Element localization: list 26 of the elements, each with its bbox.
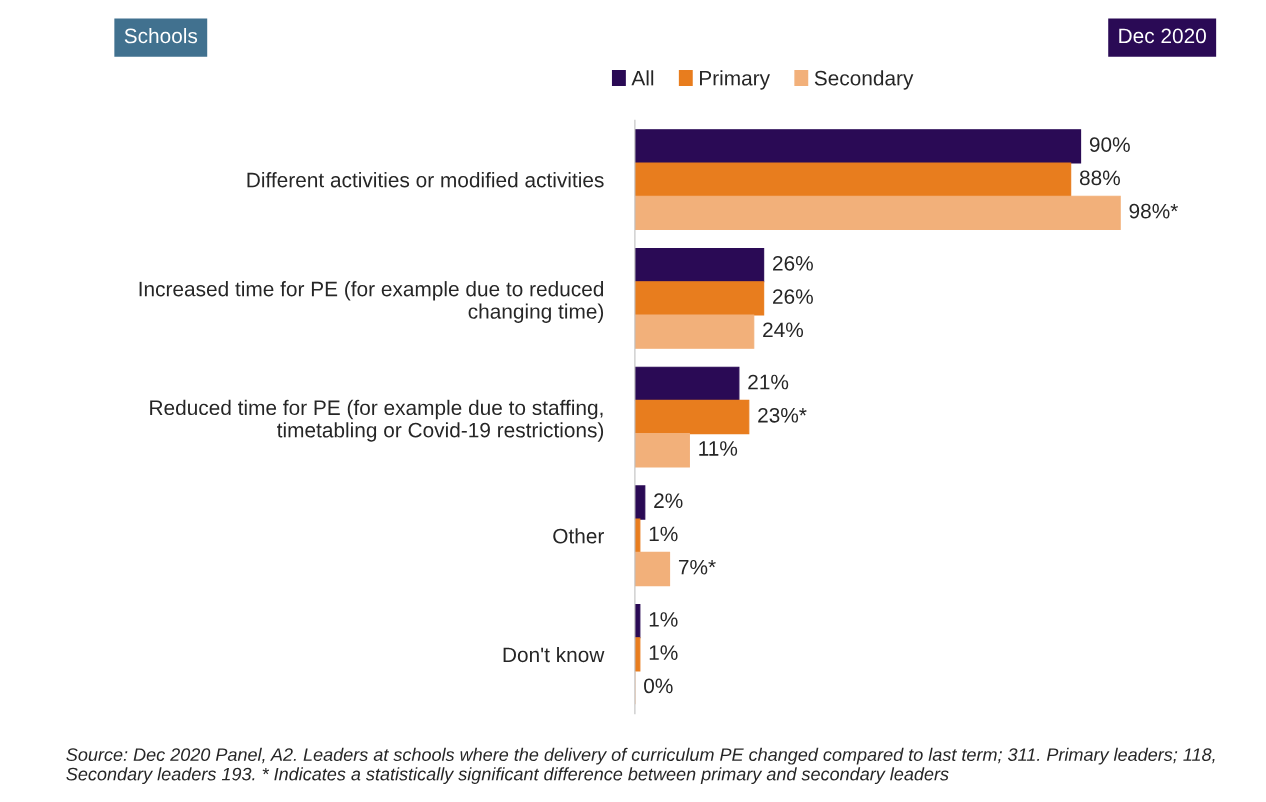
data-label: 7%*: [678, 559, 716, 575]
y-tick-label: Increased time for PE (for example due to reduced changing time): [139, 281, 604, 323]
y-tick-label: Don't know: [503, 646, 605, 663]
legend-label: Secondary: [814, 70, 914, 90]
legend-label: Primary: [700, 70, 771, 90]
data-label: 1%: [649, 645, 678, 660]
data-label: 23%*: [758, 407, 807, 423]
data-label: 24%: [763, 322, 804, 338]
data-label: 2%: [654, 493, 683, 509]
data-label: 88%: [1079, 170, 1120, 186]
data-label: 1%: [649, 526, 678, 542]
y-tick-label: Reduced time for PE (for example due to staffing, timetabling or Covid-19 restrictions): [150, 399, 604, 442]
legend-label: All: [631, 70, 654, 86]
data-label: 11%: [699, 441, 738, 456]
data-label: 26%: [773, 289, 813, 304]
data-label: 98%*: [1129, 203, 1179, 219]
y-tick-label: Different activities or modified activities: [247, 172, 604, 188]
text: Dec 2020: [1119, 28, 1206, 44]
source-note: Source: Dec 2020 Panel, A2. Leaders at schools where the delivery of curriculum PE changed compared to last term; 311. Primary leaders; 118, Secondary leaders 193. * Indicates a statistically significant difference between primary and secondary leaders: [66, 747, 1215, 785]
data-label: 21%: [748, 374, 789, 390]
data-label: 0%: [644, 678, 673, 694]
data-label: 90%: [1089, 137, 1130, 153]
data-label: 26%: [773, 255, 813, 271]
y-tick-label: Other: [553, 528, 604, 544]
text: Schools: [124, 27, 198, 44]
data-label: 1%: [649, 612, 678, 627]
